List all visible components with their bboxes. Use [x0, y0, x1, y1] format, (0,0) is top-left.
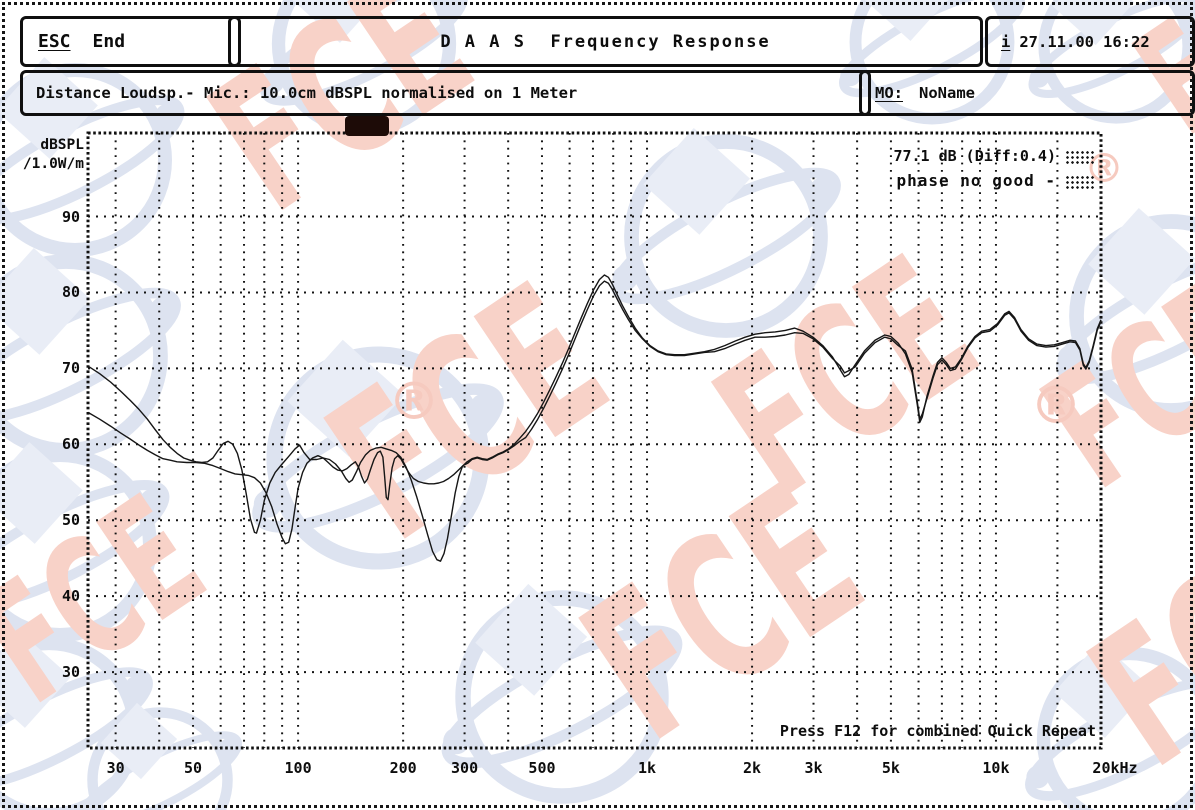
phase-status: phase no good -	[896, 171, 1056, 190]
y-tick-label: 60	[61, 435, 80, 454]
x-tick-label: 500	[528, 759, 556, 777]
registered-mark-watermark: ®	[1030, 376, 1082, 436]
x-tick-label: 5k	[881, 759, 900, 777]
esc-end-button[interactable]: ESC End	[20, 16, 241, 67]
info-button[interactable]: i 27.11.00 16:22	[985, 16, 1195, 67]
y-tick-label: 30	[61, 663, 80, 682]
spl-readout: 77.1 dB (Diff:0.4)	[893, 147, 1056, 165]
y-tick-label: 40	[61, 587, 80, 606]
x-tick-label: 1k	[637, 759, 657, 777]
legend-line-swatch-2	[1065, 175, 1094, 190]
curve-response-reference	[87, 280, 1102, 545]
mo-hotkey: MO:	[875, 84, 903, 102]
end-label: End	[92, 31, 126, 52]
x-tick-label: 30	[106, 759, 125, 777]
menu-tab-marker	[345, 116, 389, 136]
date-text: 27.11.00	[1019, 32, 1094, 51]
x-tick-label: 10k	[982, 759, 1010, 777]
curve-response-current	[87, 274, 1102, 562]
x-tick-label: 300	[451, 759, 479, 777]
plot-frame	[86, 131, 1103, 750]
legend-line-swatch-1	[1065, 150, 1094, 165]
y-axis-unit-line1: dBSPL	[40, 137, 84, 153]
x-tick-label: 20kHz	[1092, 759, 1138, 777]
esc-hotkey: ESC	[38, 31, 71, 52]
title-bar: D A A S Frequency Response	[228, 16, 983, 67]
registered-mark-watermark: ®	[388, 372, 440, 432]
y-axis-unit-label: dBSPL /1.0W/m	[14, 136, 84, 174]
distance-text: Distance Loudsp.- Mic.: 10.0cm dBSPL nor…	[36, 84, 578, 102]
time-text: 16:22	[1103, 32, 1150, 51]
x-tick-label: 3k	[804, 759, 823, 777]
x-tick-label: 100	[284, 759, 312, 777]
x-tick-label: 50	[184, 759, 203, 777]
x-tick-label: 200	[389, 759, 417, 777]
mo-value: NoName	[919, 84, 975, 102]
info-hotkey: i	[1001, 32, 1011, 51]
measurement-info-bar: Distance Loudsp.- Mic.: 10.0cm dBSPL nor…	[20, 70, 871, 116]
y-tick-label: 70	[61, 359, 80, 378]
f12-hint: Press F12 for combined Quick Repeat	[779, 722, 1096, 740]
app-title: D A A S Frequency Response	[440, 31, 771, 52]
mo-selector[interactable]: MO: NoName	[859, 70, 1195, 116]
y-tick-label: 50	[61, 511, 80, 530]
x-tick-label: 2k	[743, 759, 762, 777]
y-tick-label: 80	[61, 283, 80, 302]
y-tick-label: 90	[61, 207, 80, 226]
y-axis-unit-line2: /1.0W/m	[22, 156, 84, 172]
